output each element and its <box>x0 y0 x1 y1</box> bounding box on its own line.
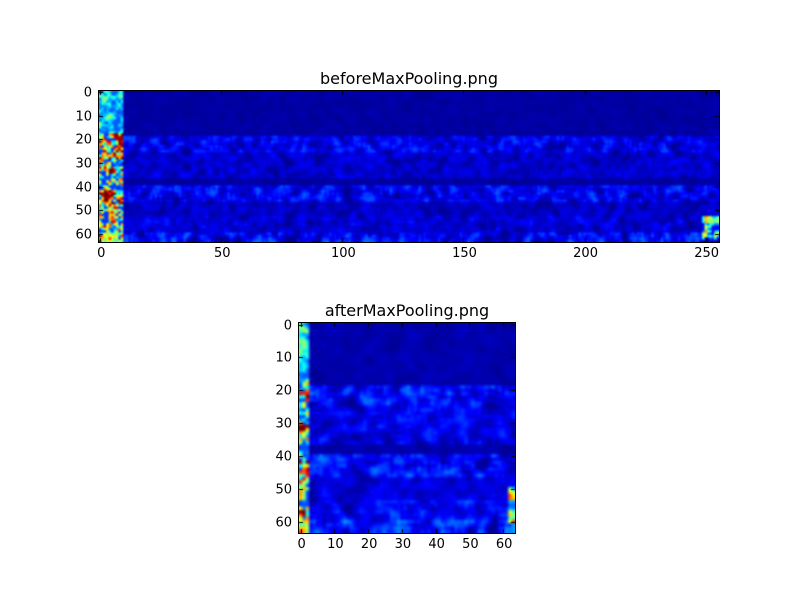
before-maxpooling-axes: beforeMaxPooling.png 0 50 100 150 200 250 0 10 2… <box>75 69 720 260</box>
x-tick-label: 40 <box>428 537 445 552</box>
y-tick-label: 60 <box>75 227 92 243</box>
y-tick-label: 40 <box>275 449 292 465</box>
y-tick-label: 30 <box>75 156 92 172</box>
x-tick-label: 150 <box>452 246 477 261</box>
x-tick-label: 0 <box>297 537 306 552</box>
x-tick-label: 50 <box>462 537 479 552</box>
y-tick-label: 10 <box>75 109 92 125</box>
x-tick-label: 100 <box>330 246 356 261</box>
x-tick-label: 0 <box>97 246 106 261</box>
x-tick-label: 60 <box>495 537 513 552</box>
x-tick-label: 20 <box>360 537 378 552</box>
after-maxpooling-axes: afterMaxPooling.png 0 10 20 30 40 50 60 0 10 20 30… <box>275 301 516 551</box>
y-tick-label: 20 <box>75 132 92 148</box>
y-tick-label: 0 <box>83 85 92 101</box>
y-tick-label: 20 <box>275 383 292 399</box>
before-maxpooling-heatmap <box>99 91 719 242</box>
after-maxpooling-heatmap <box>299 323 515 533</box>
y-tick-label: 50 <box>75 203 92 219</box>
after-maxpooling-title: afterMaxPooling.png <box>324 301 490 320</box>
x-tick-label: 200 <box>573 246 598 261</box>
y-tick-label: 30 <box>275 416 292 432</box>
x-tick-label: 250 <box>694 246 720 261</box>
y-tick-label: 0 <box>283 318 292 334</box>
x-tick-label: 30 <box>394 537 412 552</box>
x-tick-label: 10 <box>327 537 344 552</box>
y-tick-label: 60 <box>275 515 292 531</box>
x-tick-label: 50 <box>214 246 231 261</box>
y-tick-label: 50 <box>275 482 292 498</box>
before-maxpooling-title: beforeMaxPooling.png <box>320 69 498 88</box>
y-tick-label: 10 <box>275 350 292 366</box>
y-tick-label: 40 <box>75 180 92 196</box>
